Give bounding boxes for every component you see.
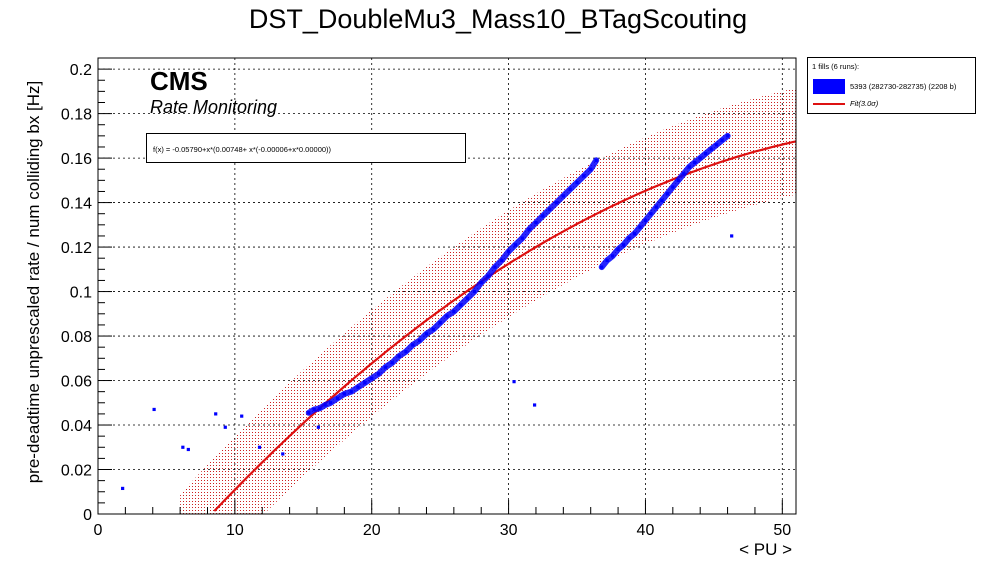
data-band-1 (305, 157, 600, 416)
rate-monitoring-label: Rate Monitoring (150, 97, 278, 117)
legend-fit-swatch (813, 103, 845, 105)
y-tick-label: 0.08 (61, 329, 92, 346)
fit-band (180, 87, 796, 514)
cms-label: CMS (150, 66, 208, 96)
legend-series-label: 5393 (282730-282735) (2208 b) (850, 82, 957, 91)
fit-line (213, 140, 796, 512)
x-tick-label: 50 (773, 522, 791, 539)
data-point (730, 234, 734, 238)
y-tick-label: 0.1 (70, 285, 92, 302)
y-tick-label: 0.06 (61, 374, 92, 391)
data-point (186, 447, 190, 452)
data-point (281, 452, 285, 456)
data-point (316, 425, 320, 429)
x-tick-label: 20 (363, 522, 381, 539)
y-tick-label: 0.2 (70, 62, 92, 79)
grid-layer (98, 58, 796, 514)
y-tick-label: 0.12 (61, 240, 92, 257)
y-tick-label: 0 (83, 507, 92, 524)
legend-fit-label: Fit(3.0σ) (850, 99, 879, 108)
data-point (181, 445, 185, 449)
chart-title: DST_DoubleMu3_Mass10_BTagScouting (248, 4, 748, 34)
data-point (512, 380, 516, 384)
data-point (152, 407, 156, 412)
data-point (240, 414, 244, 418)
x-tick-label: 40 (637, 522, 655, 539)
fit-formula-text: f(x) = -0.05790+x*(0.00748+ x*(-0.00006+… (153, 145, 332, 154)
x-tick-label: 0 (94, 522, 103, 539)
x-tick-label: 30 (500, 522, 518, 539)
y-tick-label: 0.16 (61, 151, 92, 168)
data-point (214, 412, 218, 416)
y-axis-label: pre-deadtime unprescaled rate / num coll… (24, 80, 43, 484)
axes-layer: 0 10 20 30 40 50 0 0.02 0.04 0.06 0.08 0.1 0.12 0.14 0… (61, 57, 797, 539)
plot-frame (97, 57, 797, 515)
data-point (257, 445, 262, 449)
x-axis-label: < PU > (739, 540, 792, 559)
legend: 1 fills (6 runs): 5393 (282730-282735) (… (807, 57, 976, 114)
legend-series-swatch (813, 79, 845, 94)
data-point (532, 403, 537, 407)
fit-band-layer (180, 87, 796, 514)
y-tick-label: 0.04 (61, 418, 92, 435)
y-tick-label: 0.02 (61, 463, 92, 480)
fit-layer (213, 140, 796, 512)
data-band-2 (598, 132, 731, 271)
y-tick-label: 0.18 (61, 107, 92, 124)
data-point (223, 425, 227, 429)
legend-header: 1 fills (6 runs): (812, 62, 860, 71)
fit-formula-box: f(x) = -0.05790+x*(0.00748+ x*(-0.00006+… (146, 133, 466, 163)
x-tick-label: 10 (226, 522, 244, 539)
data-point (121, 486, 125, 491)
points-layer (121, 132, 734, 491)
y-tick-label: 0.14 (61, 196, 92, 213)
